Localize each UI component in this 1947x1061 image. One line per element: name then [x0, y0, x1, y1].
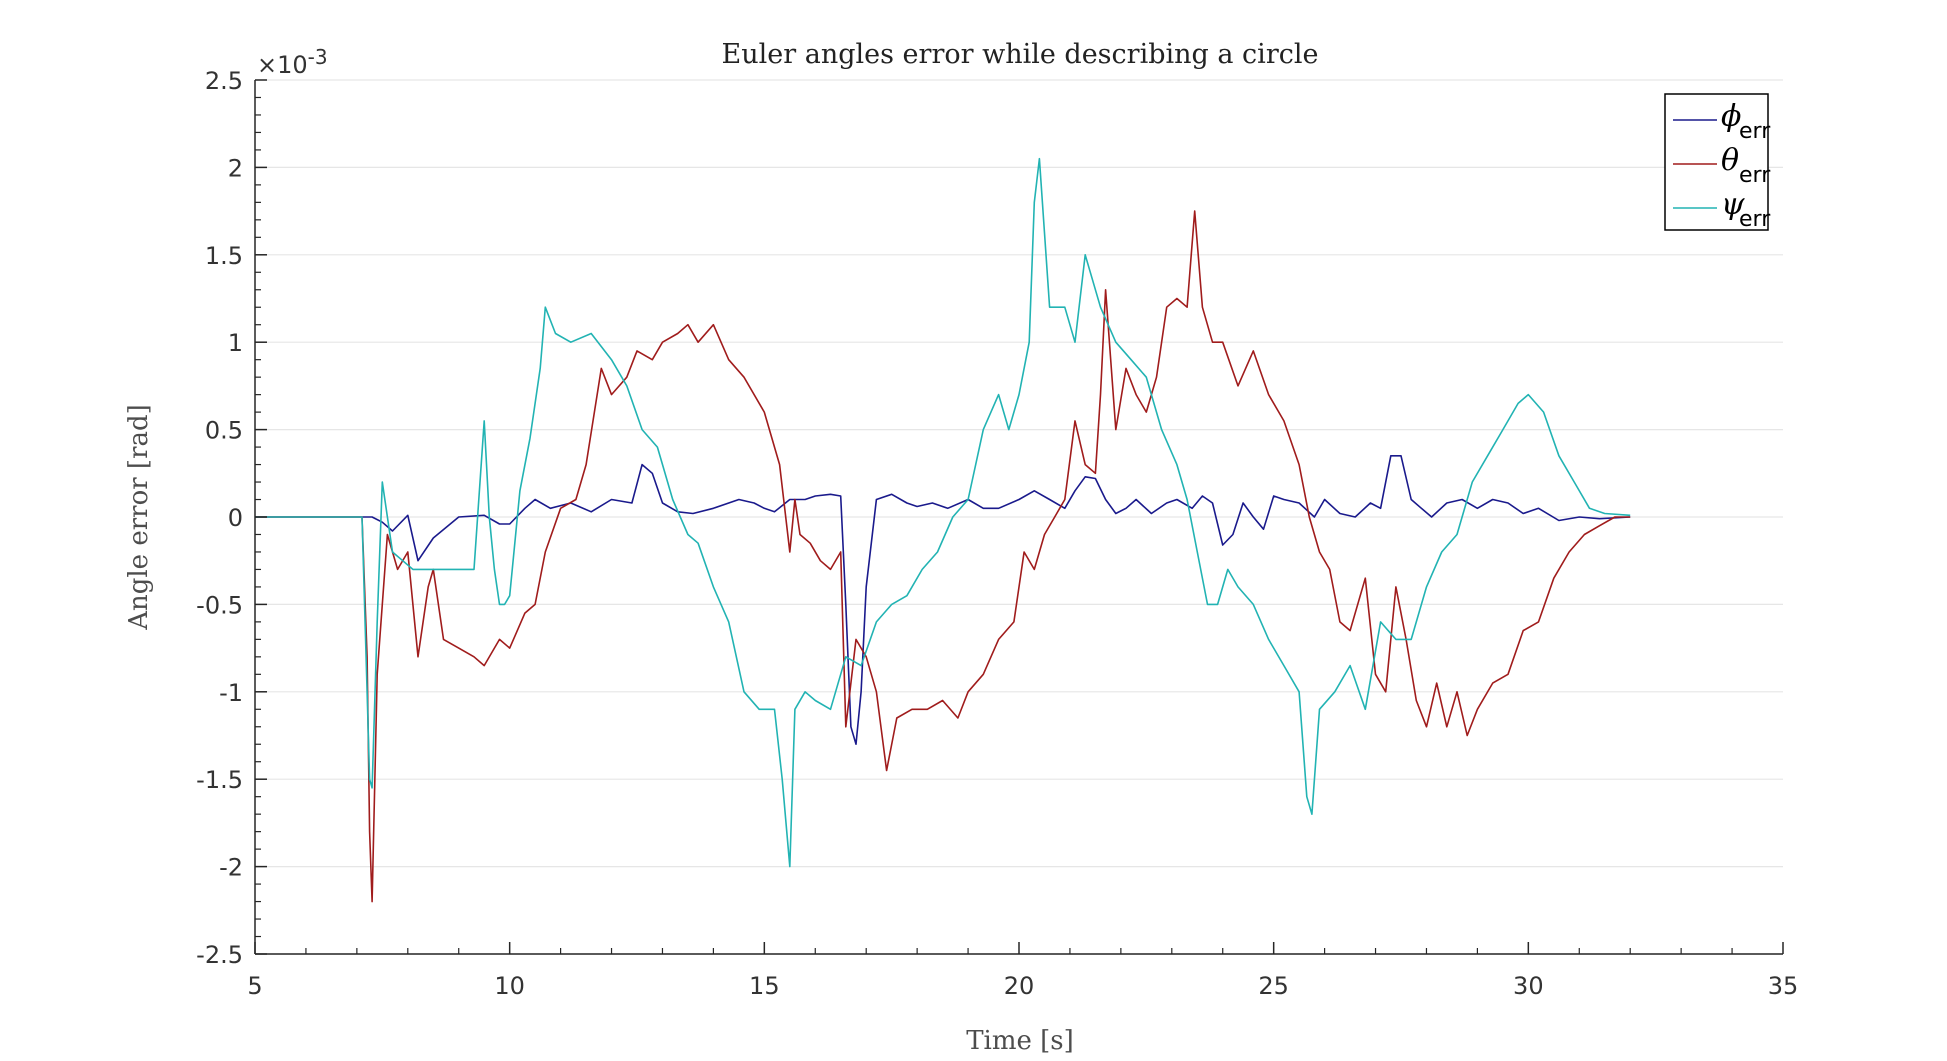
- legend-item-theta_err: θ err: [1673, 143, 1771, 188]
- legend-subscript: err: [1739, 163, 1771, 188]
- y-tick-label: -1.5: [196, 766, 243, 794]
- y-tick-label: 0.5: [205, 417, 243, 445]
- x-tick-label: 30: [1513, 972, 1544, 1000]
- y-tick-label: -2.5: [196, 941, 243, 969]
- legend-symbol: ϕ: [1721, 99, 1741, 134]
- legend-symbol: ψ: [1721, 187, 1745, 222]
- series-layer: [255, 157, 1631, 903]
- x-tick-label: 15: [749, 972, 780, 1000]
- legend-subscript: err: [1739, 119, 1771, 144]
- x-tick-label: 20: [1004, 972, 1035, 1000]
- y-exponent-label: ×10-3: [257, 45, 328, 79]
- y-axis-label: Angle error [rad]: [124, 404, 154, 631]
- series-line-phi_err: [255, 455, 1631, 745]
- x-tick-label: 5: [247, 972, 262, 1000]
- x-axis-label: Time [s]: [966, 1026, 1074, 1056]
- series-line-psi_err: [255, 157, 1631, 868]
- y-tick-label: -2: [219, 854, 243, 882]
- y-tick-label: 0: [228, 504, 243, 532]
- series-line-theta_err: [255, 210, 1631, 903]
- y-tick-label: 1: [228, 329, 243, 357]
- y-tick-label: 1.5: [205, 242, 243, 270]
- x-tick-label: 35: [1768, 972, 1799, 1000]
- chart-title: Euler angles error while describing a ci…: [722, 39, 1319, 70]
- x-tick-label: 25: [1258, 972, 1289, 1000]
- legend-symbol: θ: [1721, 143, 1739, 178]
- y-tick-label: 2: [228, 154, 243, 182]
- exponent-base: ×10: [257, 51, 308, 79]
- y-tick-label: -1: [219, 679, 243, 707]
- ticks: 2.5 2 1.5 1 0.5 0 -0.5 -1 -1.5 -2 -2.55 10 15 20 25 30 3…: [196, 67, 1798, 1000]
- x-tick-label: 10: [494, 972, 525, 1000]
- exponent-power: -3: [308, 45, 328, 69]
- y-tick-label: 2.5: [205, 67, 243, 95]
- y-tick-label: -0.5: [196, 591, 243, 619]
- legend-subscript: err: [1739, 207, 1771, 232]
